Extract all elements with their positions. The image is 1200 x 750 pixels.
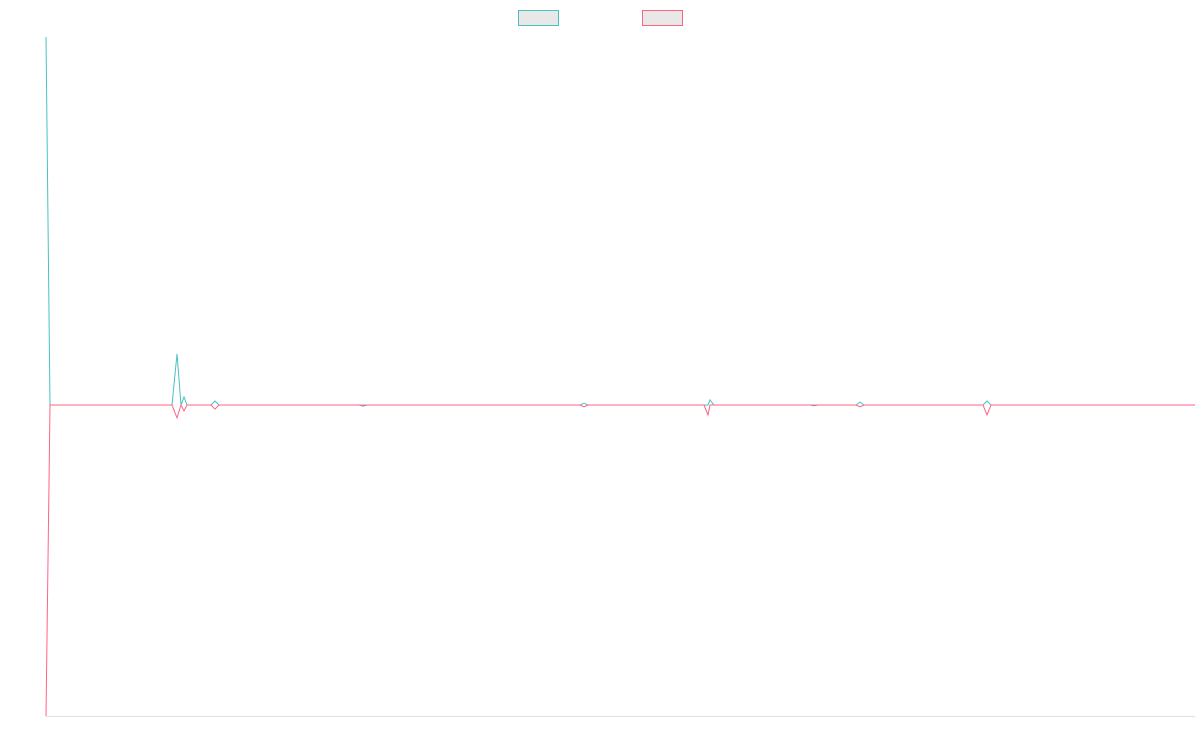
series-line xyxy=(45,403,1195,717)
legend-swatch xyxy=(518,10,559,26)
legend-swatch xyxy=(642,10,683,26)
series-line xyxy=(45,36,1195,406)
